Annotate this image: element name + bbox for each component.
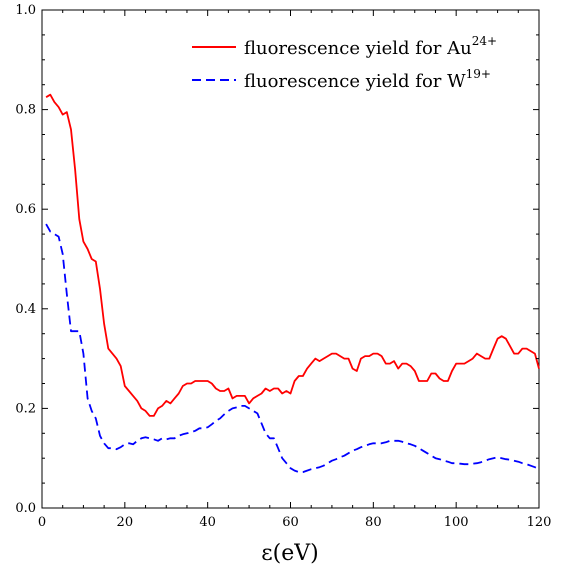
legend-label-w: fluorescence yield for W19+ [244,67,491,92]
y-tick-label: 0.2 [15,401,36,416]
x-axis-label: ε(eV) [261,541,318,566]
y-tick-label: 1.0 [15,3,36,18]
legend: fluorescence yield for Au24+ fluorescenc… [192,34,497,92]
y-tick-label: 0.6 [15,202,36,217]
y-tick-label: 0.0 [15,501,36,516]
legend-sup-w: 19+ [466,67,491,81]
x-tick-label: 100 [444,515,469,530]
x-tick-label: 0 [38,515,46,530]
series-line-w [45,223,540,474]
legend-name-w: fluorescence yield for W [244,71,466,92]
y-tick-label: 0.4 [15,302,36,317]
series-line-au [45,93,540,417]
legend-sup-au: 24+ [472,34,497,48]
x-tick-label: 80 [365,515,382,530]
x-tick-label: 120 [527,515,552,530]
legend-name-au: fluorescence yield for Au [244,38,472,59]
tick-layer: 0 20 40 60 80 100 120 0.0 0.2 0.4 0.6 0.8 1.0 [15,3,551,530]
x-tick-label: 40 [199,515,216,530]
x-tick-label: 60 [282,515,299,530]
x-tick-label: 20 [117,515,134,530]
series-layer [45,93,540,474]
y-tick-label: 0.8 [15,103,36,118]
legend-label-au: fluorescence yield for Au24+ [244,34,497,59]
